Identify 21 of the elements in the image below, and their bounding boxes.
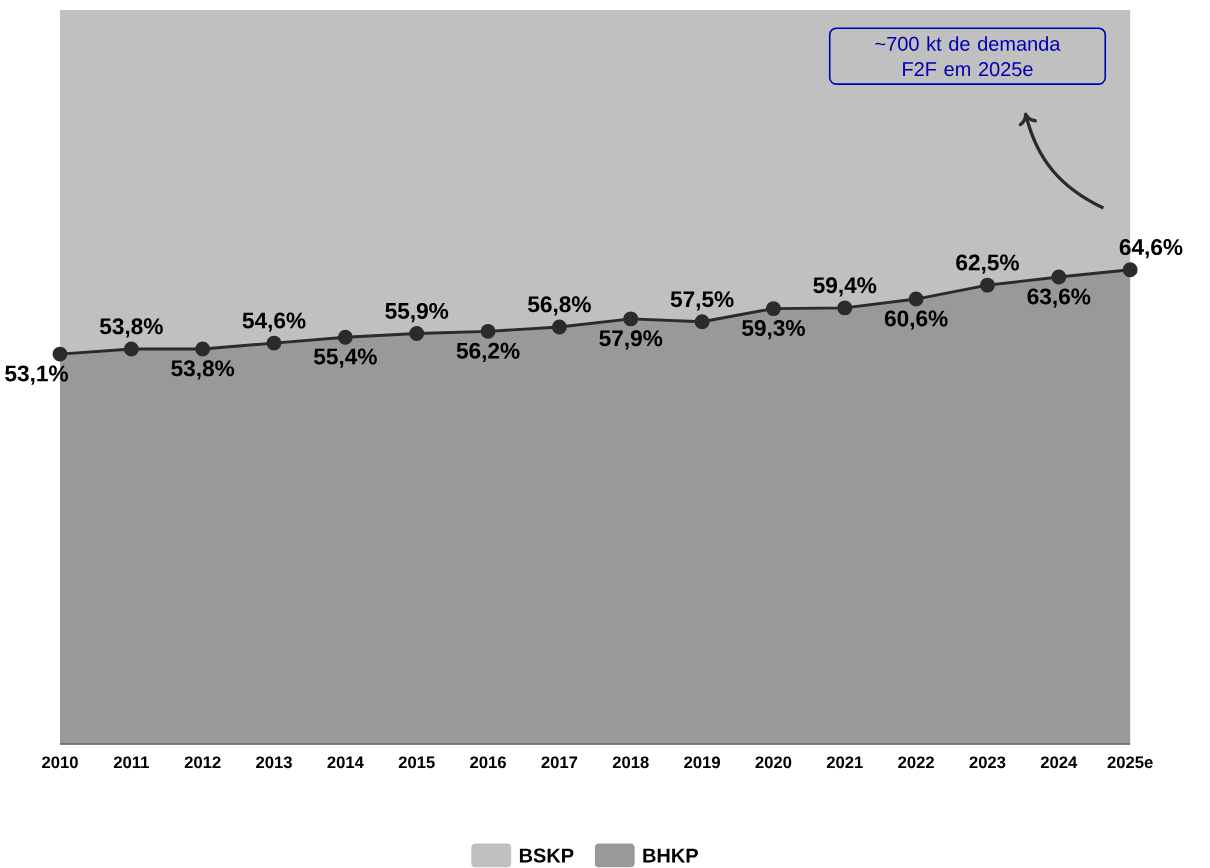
x-tick-label: 2024	[1040, 756, 1078, 769]
x-tick-label: 2015	[398, 756, 435, 769]
legend-label: BSKP	[519, 848, 574, 863]
x-tick-label: 2017	[541, 756, 578, 769]
data-label: 53,1%	[5, 365, 68, 386]
x-tick-label: 2016	[470, 756, 506, 769]
x-tick-label: 2019	[684, 756, 720, 769]
legend-label: BHKP	[643, 848, 698, 863]
data-label: 64,6%	[1119, 239, 1183, 259]
x-tick-label: 2018	[612, 756, 649, 769]
x-tick-label: 2012	[184, 756, 221, 769]
x-tick-label: 2020	[755, 756, 792, 769]
x-tick-label: 2025e	[1107, 756, 1153, 769]
x-tick-label: 2022	[898, 756, 934, 769]
x-tick-label: 2010	[42, 756, 78, 769]
x-tick-label: 2023	[969, 756, 1006, 769]
x-tick-label: 2021	[826, 756, 863, 769]
data-label: 53,8%	[171, 360, 235, 380]
x-tick-label: 2011	[113, 756, 149, 769]
x-tick-label: 2014	[327, 756, 364, 769]
x-tick-label: 2013	[256, 756, 292, 769]
